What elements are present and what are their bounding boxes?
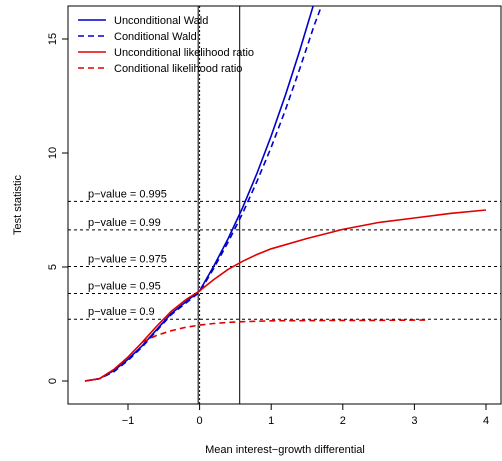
p-value-label: p−value = 0.95: [88, 280, 161, 292]
y-axis-label: Test statistic: [12, 175, 24, 235]
series-line: [84, 6, 323, 382]
legend-label: Unconditional likelihood ratio: [114, 47, 254, 59]
series-line: [141, 319, 426, 343]
p-value-label: p−value = 0.975: [88, 254, 167, 266]
x-axis-label: Mean interest−growth differential: [205, 444, 365, 456]
x-tick-label: 2: [340, 415, 346, 427]
x-tick-label: −1: [122, 415, 135, 427]
y-axis: 0 5 10 15: [47, 33, 68, 384]
y-tick-label: 0: [47, 378, 59, 384]
y-tick-label: 10: [47, 147, 59, 159]
series-lines: [84, 6, 487, 382]
x-tick-label: 4: [483, 415, 489, 427]
legend-label: Conditional likelihood ratio: [114, 63, 242, 75]
x-tick-label: 3: [411, 415, 417, 427]
vertical-reference-lines: [197, 6, 241, 404]
series-line: [84, 209, 487, 382]
p-value-label: p−value = 0.995: [88, 188, 167, 200]
x-tick-label: 0: [197, 415, 203, 427]
x-axis: −1 0 1 2 3 4: [122, 404, 489, 427]
legend: Unconditional Wald Conditional Wald Uncond…: [78, 15, 254, 75]
p-value-reference-lines: p−value = 0.995 p−value = 0.99 p−value = 0…: [68, 188, 501, 320]
legend-label: Conditional Wald: [114, 31, 197, 43]
x-tick-label: 1: [268, 415, 274, 427]
y-tick-label: 15: [47, 33, 59, 45]
plot-frame: [67, 5, 502, 405]
p-value-label: p−value = 0.9: [88, 306, 155, 318]
y-tick-label: 5: [47, 264, 59, 270]
p-value-label: p−value = 0.99: [88, 217, 161, 229]
legend-label: Unconditional Wald: [114, 15, 208, 27]
